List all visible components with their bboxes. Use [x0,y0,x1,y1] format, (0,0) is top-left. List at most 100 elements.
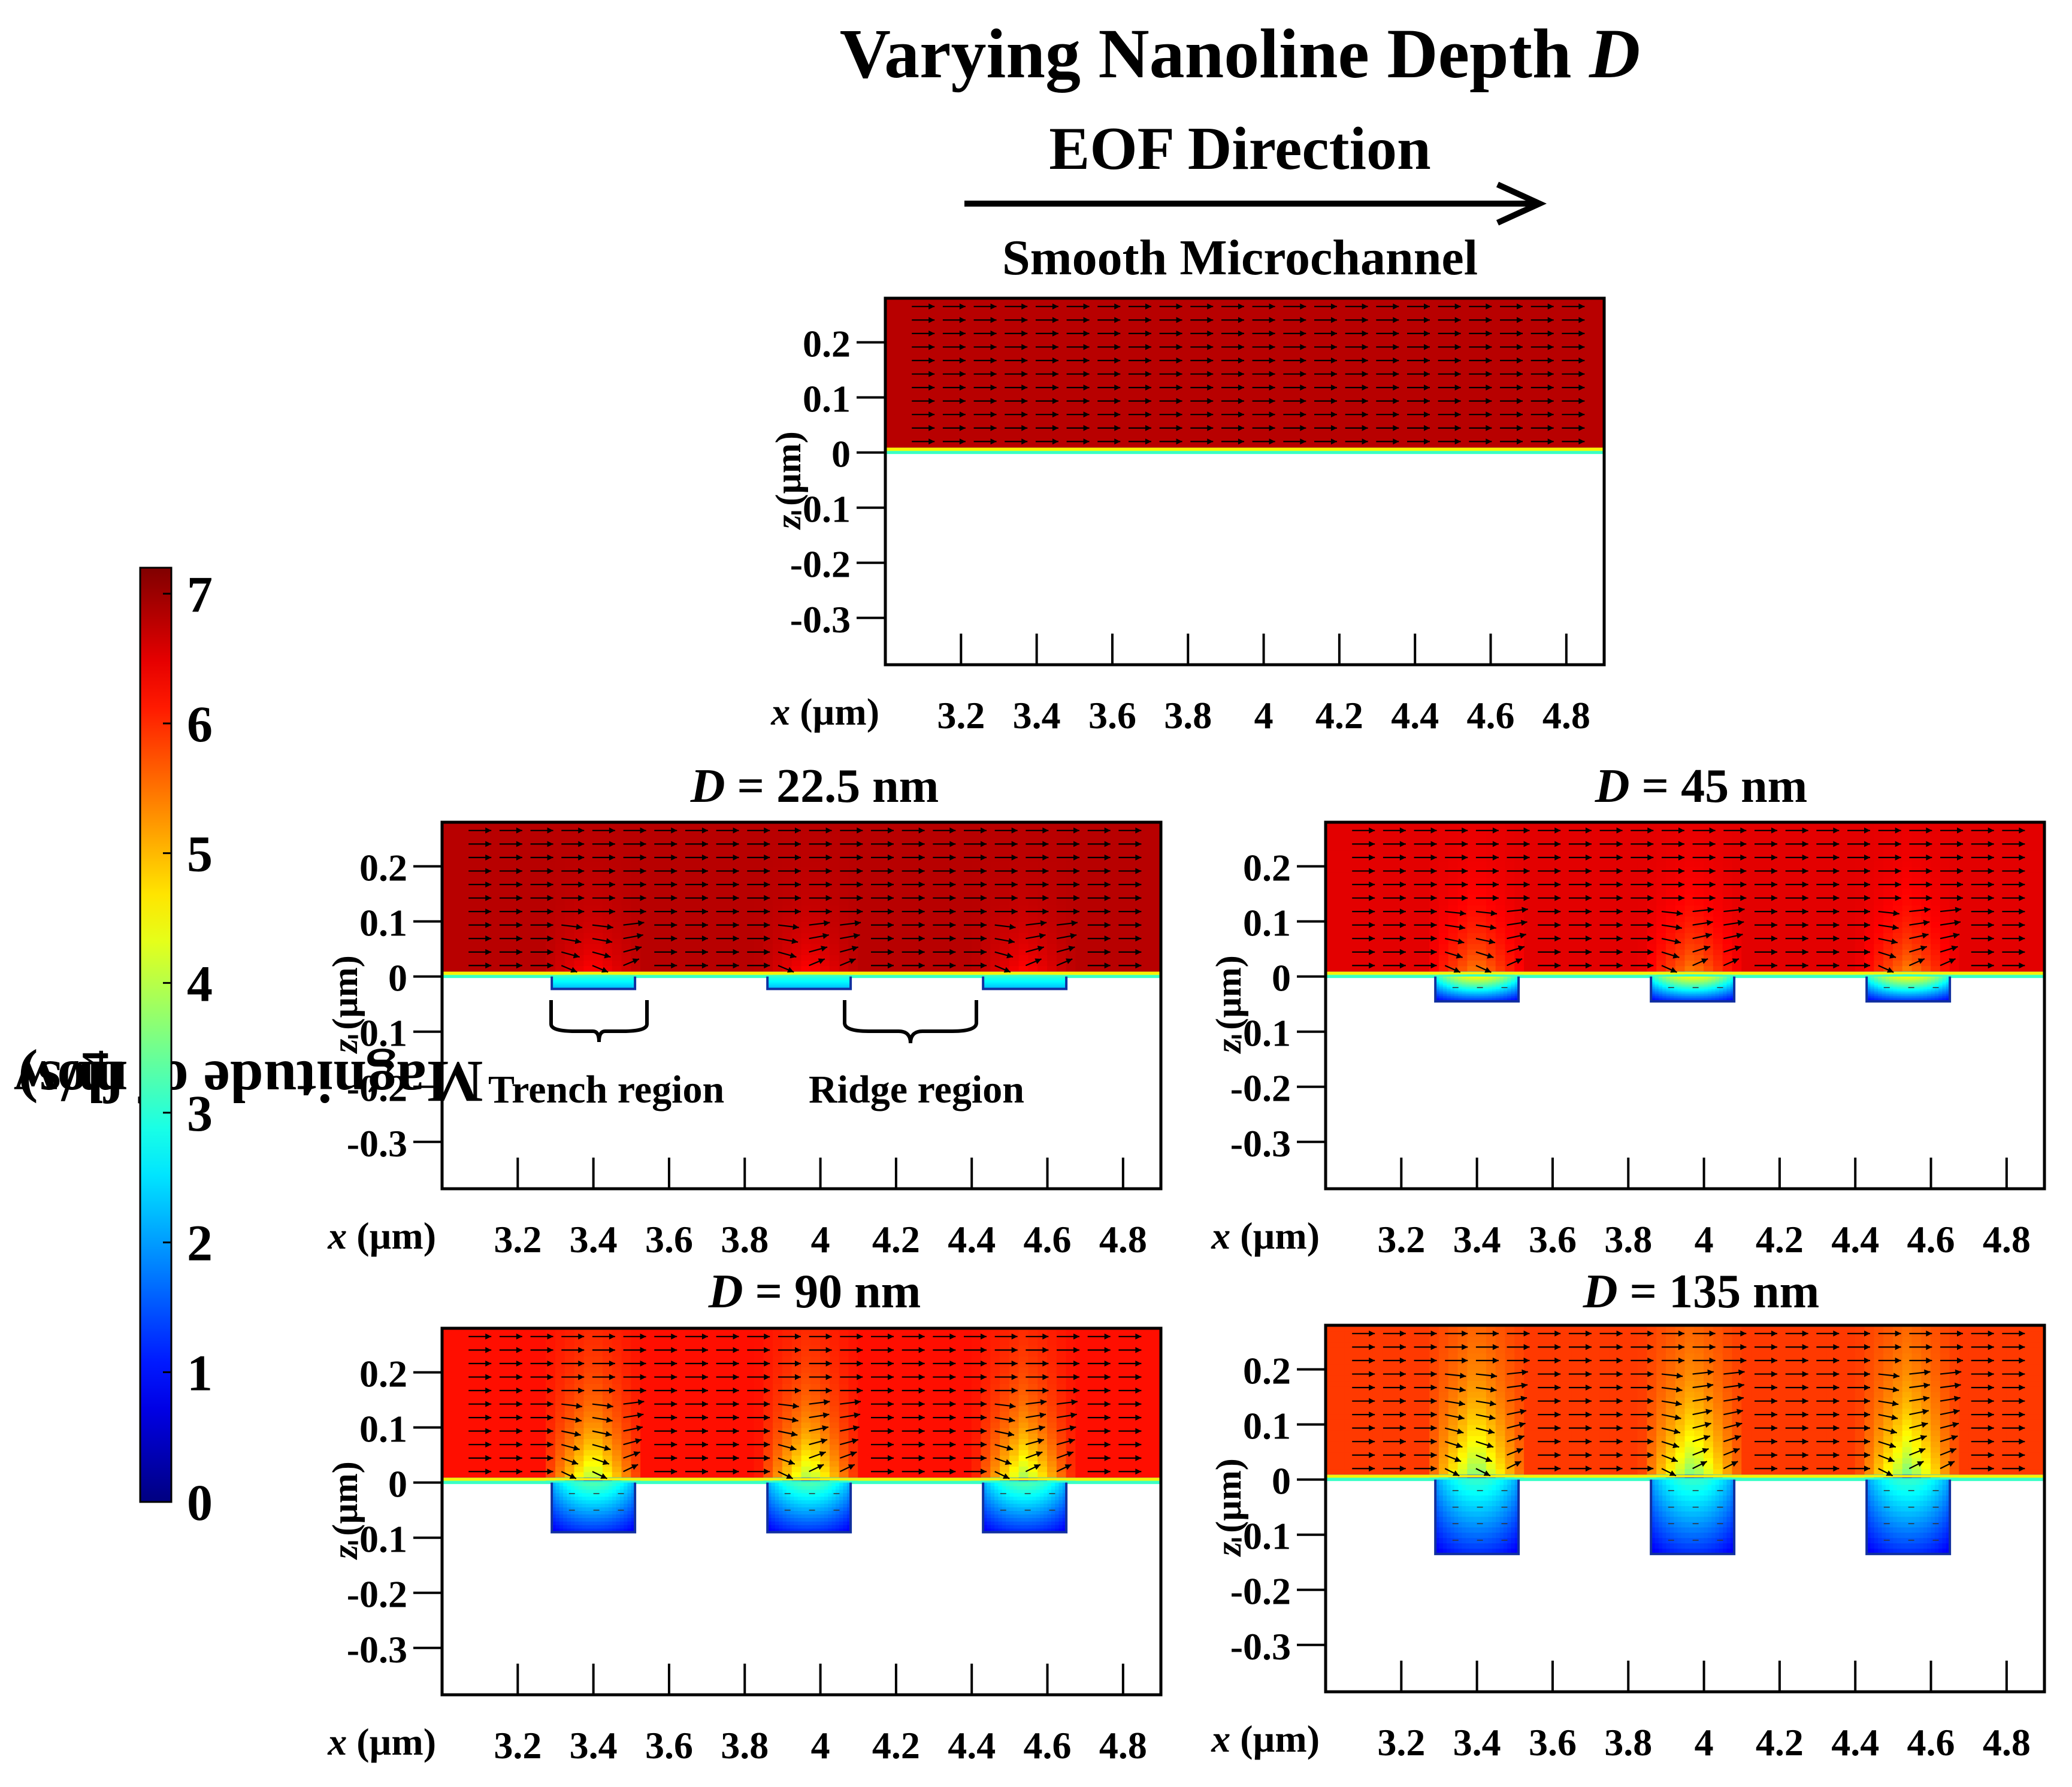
region-braces [549,1000,649,1043]
x-axis-label: x (µm) [327,1721,436,1763]
x-tick-label: 4.6 [1024,1218,1072,1261]
colorbar-tick-label-5: 5 [187,825,213,883]
eof-direction-arrow [964,181,1547,226]
x-axis-label: x (µm) [327,1214,436,1257]
x-tick-label: 3.8 [1164,694,1212,737]
y-tick-label: 0 [1272,957,1291,999]
x-tick-label: 4.2 [872,1218,920,1261]
y-tick-label: -0.2 [347,1573,407,1616]
x-tick-label: 3.2 [1377,1218,1425,1261]
y-tick-label: -0.2 [1230,1067,1291,1110]
y-tick-label: -0.1 [790,488,851,531]
x-tick-label: 4.2 [1315,694,1363,737]
y-tick-label: 0.1 [1243,902,1291,944]
trench-1 [550,976,637,991]
x-tick-label: 3.8 [721,1218,769,1261]
y-tick-label: 0.1 [359,1408,407,1450]
y-tick-label: 0.1 [359,902,407,944]
y-tick-label: 0.2 [803,323,851,365]
panel-depth-22-5nm: 0.2 0.1 0 -0.1 -0.2 -0.3 3.2 3.4 3.6 3.8 4 4.2 4.4 4.… [325,820,1163,1261]
trench-2 [766,976,852,991]
y-tick-label: -0.3 [347,1628,407,1671]
y-axis-label: z (µm) [325,955,365,1054]
y-tick-label: 0 [388,1463,407,1506]
trench-2 [1650,976,1736,1003]
plot-frame [440,820,1163,1191]
y-tick-label: 0 [1272,1460,1291,1503]
y-axis-label: z (µm) [769,431,808,530]
y-tick-label: -0.1 [1230,1012,1291,1055]
panel-title-smooth: Smooth Microchannel [1002,230,1478,286]
x-tick-label: 4.4 [1391,694,1439,737]
y-tick-label: -0.2 [347,1067,407,1110]
x-tick-label: 4.2 [872,1724,920,1767]
x-tick-label: 4.4 [948,1218,996,1261]
x-tick-label: 3.6 [645,1724,693,1767]
y-tick-label: -0.2 [1230,1570,1291,1613]
x-tick-label: 4.8 [1099,1218,1147,1261]
x-tick-label: 4.4 [948,1724,996,1767]
trench-3 [982,1482,1068,1534]
panel-depth-45nm: 0.2 0.1 0 -0.1 -0.2 -0.3 3.2 3.4 3.6 3.8 4 4.2 4.4 4.… [1209,820,2046,1261]
y-tick-label: -0.1 [347,1518,407,1561]
colorbar-tick-label-4: 4 [187,955,213,1012]
panel-smooth-microchannel: 0.2 0.1 0 -0.1 -0.2 -0.3 3.2 3.4 3.6 3.8 4 4.2 4.4 4.… [769,296,1606,737]
x-tick-label: 4 [1254,694,1274,737]
y-tick-label: -0.3 [347,1122,407,1165]
x-tick-label: 4.8 [1099,1724,1147,1767]
x-tick-label: 4.2 [1756,1218,1804,1261]
velocity-arrows [912,303,1585,445]
trench-region-brace [549,1000,649,1043]
y-tick-label: -0.3 [1230,1122,1291,1165]
panel-depth-135nm: 0.2 0.1 0 -0.1 -0.2 -0.3 3.2 3.4 3.6 3.8 4 4.2 4.4 4.… [1209,1323,2046,1764]
x-tick-label: 3.6 [645,1218,693,1261]
panel-title-d45: D = 45 nm [1595,760,1808,813]
x-tick-label: 3.6 [1529,1721,1577,1764]
trench-3 [982,976,1068,991]
plot-frame [440,1326,1163,1697]
plot-frame [1324,1323,2046,1694]
velocity-arrows [1352,1330,2025,1541]
x-tick-label: 4.8 [1542,694,1590,737]
x-tick-label: 4.4 [1831,1721,1879,1764]
figure-title-text: Varying Nanoline Depth [839,14,1589,93]
y-tick-label: 0.2 [1243,1350,1291,1392]
colorbar-tick-label-0: 0 [187,1474,213,1531]
x-tick-label: 4 [1695,1721,1714,1764]
velocity-arrows [1352,827,2025,988]
x-tick-label: 3.4 [1013,694,1061,737]
x-tick-label: 4.6 [1907,1721,1955,1764]
eof-direction-label: EOF Direction [1049,115,1431,183]
x-tick-label: 3.2 [937,694,985,737]
x-tick-label: 3.2 [494,1724,542,1767]
panel-title-d90: D = 90 nm [708,1265,921,1318]
panel-title-d22: D = 22.5 nm [690,760,939,813]
colorbar-gradient [139,567,173,1503]
x-tick-label: 3.6 [1088,694,1136,737]
colorbar-tick-label-2: 2 [187,1214,213,1272]
colorbar-tick-label-7: 7 [187,565,213,623]
y-tick-label: 0.2 [359,1353,407,1395]
y-tick-label: 0.1 [1243,1405,1291,1447]
y-tick-label: 0 [388,957,407,999]
y-axis-label: z (µm) [325,1461,365,1560]
colorbar: 0 1 2 3 4 5 6 7 [139,565,213,1531]
x-tick-label: 4 [811,1218,830,1261]
y-tick-label: -0.3 [1230,1625,1291,1668]
x-tick-label: 3.4 [1453,1218,1501,1261]
x-tick-label: 3.2 [1377,1721,1425,1764]
y-tick-label: -0.3 [790,598,851,641]
trench-1 [550,1482,637,1534]
ridge-region-label: Ridge region [809,1068,1024,1111]
figure-title: Varying Nanoline Depth D [0,13,2072,95]
x-tick-label: 4.6 [1467,694,1515,737]
y-axis-label: z (µm) [1209,955,1248,1054]
y-tick-label: -0.1 [1230,1515,1291,1558]
y-tick-label: 0.2 [359,847,407,889]
x-tick-label: 3.8 [1604,1721,1652,1764]
x-tick-label: 4 [1695,1218,1714,1261]
colorbar-tick-label-6: 6 [187,695,213,753]
x-tick-label: 4.8 [1983,1721,2031,1764]
plot-frame [1324,820,2046,1191]
x-tick-label: 3.4 [570,1218,618,1261]
